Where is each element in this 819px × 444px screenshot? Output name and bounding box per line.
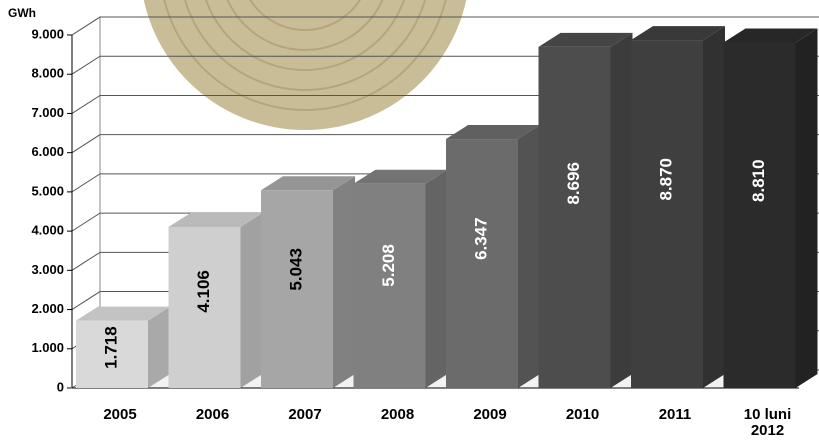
y-tick-label: 3.000	[31, 262, 64, 277]
y-tick-label: 1.000	[31, 340, 64, 355]
bar-group: 8.870	[631, 26, 725, 389]
bar-side	[333, 176, 355, 388]
y-tick-label: 9.000	[31, 26, 64, 41]
bar-top	[261, 176, 355, 191]
value-label: 1.718	[101, 326, 120, 369]
bar	[538, 46, 611, 389]
value-label: 8.870	[656, 158, 675, 201]
bar	[723, 42, 796, 389]
y-tick-label: 4.000	[31, 223, 64, 238]
x-tick-label: 10 luni 2012	[744, 406, 792, 439]
y-tick-label: 7.000	[31, 105, 64, 120]
bar-side	[518, 125, 540, 389]
bar-top	[538, 32, 633, 47]
bar	[446, 139, 518, 388]
value-label: 8.810	[749, 159, 768, 202]
bar-side	[148, 306, 170, 388]
bar	[261, 190, 333, 388]
value-label: 5.043	[286, 248, 305, 291]
x-tick-label: 2005	[103, 406, 136, 423]
bar-group: 5.043	[261, 176, 355, 388]
bar	[353, 183, 426, 388]
bar-group: 4.106	[168, 212, 263, 388]
y-tick-label: 6.000	[31, 144, 64, 159]
bar-side	[610, 32, 633, 389]
x-tick-label: 2011	[659, 406, 692, 423]
x-tick-label: 2007	[288, 406, 321, 423]
bar-side	[240, 212, 263, 388]
value-label: 6.347	[471, 217, 490, 260]
bar	[76, 320, 148, 388]
bar-group: 5.208	[353, 169, 448, 388]
x-tick-label: 2008	[381, 406, 414, 423]
y-tick-label: 2.000	[31, 301, 64, 316]
y-tick-label: 0	[57, 379, 64, 394]
value-label: 8.696	[564, 162, 583, 205]
bar-group: 8.810	[723, 28, 818, 389]
grid-line	[71, 16, 819, 36]
bar-side	[425, 169, 448, 388]
y-tick-label: 8.000	[31, 66, 64, 81]
bar-top	[353, 169, 448, 184]
value-label: 5.208	[379, 244, 398, 287]
x-tick-label: 2010	[566, 406, 599, 423]
bar-top	[631, 26, 725, 41]
x-tick-label: 2009	[473, 406, 506, 423]
bar-top	[76, 306, 170, 321]
bar-top	[446, 125, 540, 140]
value-label: 4.106	[194, 270, 213, 313]
bar-side	[795, 28, 818, 389]
bar-group: 8.696	[538, 32, 633, 389]
bar-group: 1.718	[76, 306, 170, 388]
y-axis-label: GWh	[8, 6, 36, 20]
bar-top	[723, 28, 818, 43]
bar-group: 6.347	[446, 125, 540, 389]
y-tick-label: 5.000	[31, 183, 64, 198]
bar-side	[703, 26, 725, 389]
bar	[631, 40, 703, 389]
bar	[168, 226, 241, 388]
bar-top	[168, 212, 263, 227]
decoration-disc	[143, 0, 467, 130]
x-tick-label: 2006	[196, 406, 229, 423]
